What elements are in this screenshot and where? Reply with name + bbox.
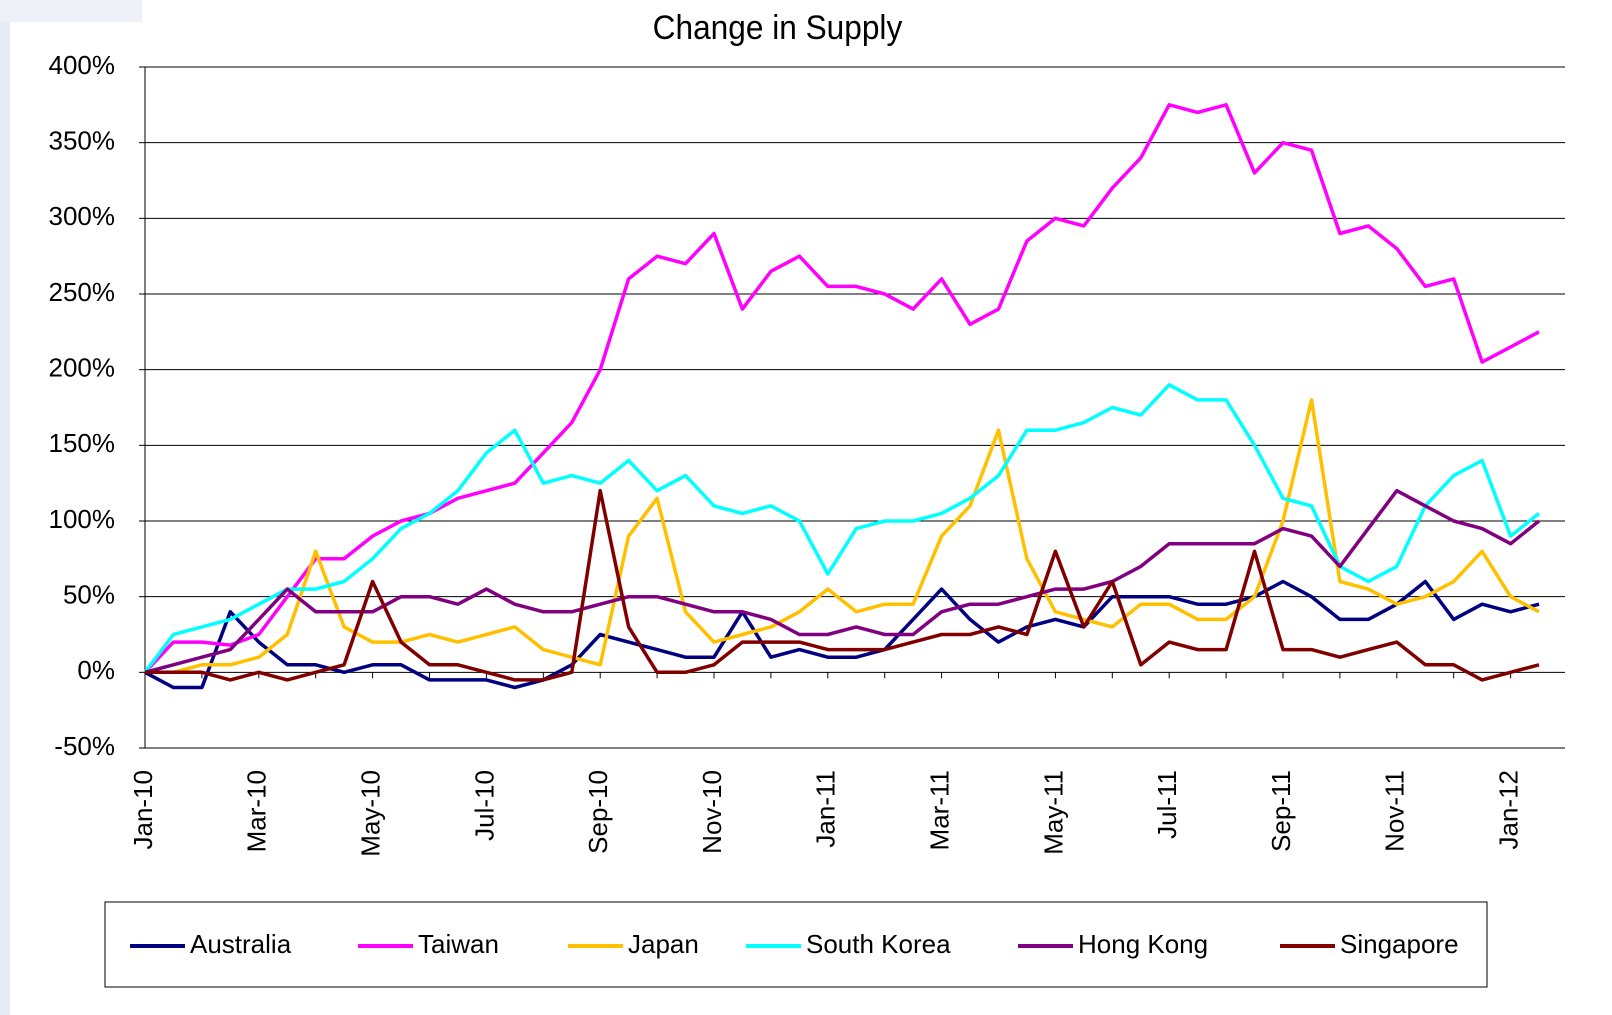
x-tick-label: Jan-11 — [811, 770, 841, 848]
x-tick-label: Mar-11 — [924, 770, 954, 850]
legend-label: Japan — [628, 929, 699, 959]
y-tick-label: 400% — [49, 50, 116, 80]
x-tick-label: Jul-11 — [1152, 770, 1182, 839]
legend-label: South Korea — [806, 929, 951, 959]
series-line — [143, 103, 1540, 674]
legend-label: Taiwan — [418, 929, 499, 959]
x-tick-label: Nov-10 — [697, 770, 727, 854]
corner-strip — [0, 0, 142, 22]
legend-label: Singapore — [1340, 929, 1459, 959]
x-tick-label: Jan-10 — [128, 770, 158, 850]
y-tick-label: -50% — [54, 731, 115, 761]
side-strip — [0, 22, 10, 1015]
y-tick-label: 150% — [49, 428, 116, 458]
x-tick-label: Sep-11 — [1266, 770, 1296, 852]
series-line — [145, 488, 1540, 682]
y-tick-label: 50% — [63, 580, 115, 610]
y-tick-label: 100% — [49, 504, 116, 534]
series-line — [144, 579, 1540, 690]
x-tick-label: Nov-11 — [1380, 770, 1410, 852]
series-line — [144, 488, 1541, 674]
y-tick-label: 350% — [49, 126, 116, 156]
x-tick-label: May-11 — [1038, 770, 1068, 855]
legend-label: Hong Kong — [1078, 929, 1208, 959]
x-tick-label: Sep-10 — [583, 770, 613, 854]
y-tick-label: 300% — [49, 201, 116, 231]
series-line — [145, 398, 1540, 675]
x-tick-label: May-10 — [355, 770, 385, 857]
x-tick-label: Jan-12 — [1493, 770, 1523, 850]
chart-title: Change in Supply — [653, 8, 903, 46]
x-tick-label: Mar-10 — [242, 770, 272, 852]
x-tick-label: Jul-10 — [469, 770, 499, 841]
series-line — [143, 383, 1541, 674]
legend-label: Australia — [190, 929, 292, 959]
y-tick-label: 250% — [49, 277, 116, 307]
y-tick-label: 200% — [49, 353, 116, 383]
y-tick-label: 0% — [77, 655, 115, 685]
